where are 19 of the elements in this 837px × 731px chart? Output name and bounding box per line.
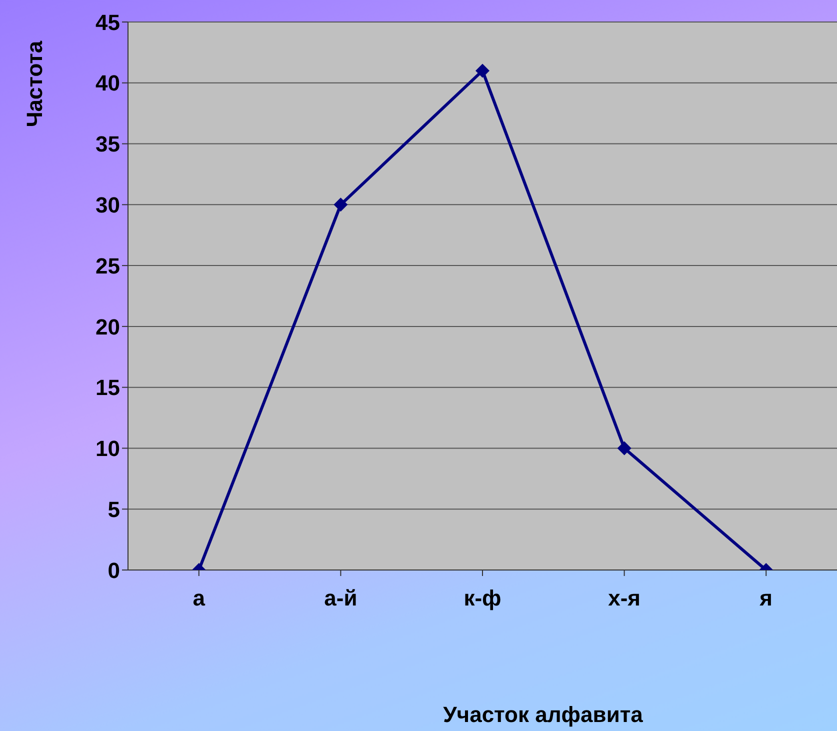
x-tick-label: а (192, 586, 206, 611)
y-tick-label: 45 (96, 10, 120, 35)
x-tick-label: х-я (608, 586, 641, 611)
y-tick-label: 35 (96, 132, 120, 157)
x-tick-label: я (758, 586, 773, 611)
y-tick-label: 40 (96, 70, 120, 96)
y-tick-label: 5 (108, 496, 120, 522)
point (334, 198, 348, 212)
point (476, 64, 490, 78)
x-tick-label: к-ф (464, 586, 502, 611)
y-axis-title: Частота (22, 40, 47, 128)
y-tick-label: 30 (96, 192, 120, 218)
y-tick-label: 0 (108, 558, 120, 583)
x-axis-title: Участок алфавита (443, 702, 644, 727)
y-tick-label: 15 (96, 375, 120, 400)
y-tick-label: 20 (96, 314, 120, 340)
y-tick-label: 10 (96, 436, 120, 462)
x-tick-label: а-й (324, 586, 358, 611)
y-tick-label: 25 (96, 253, 120, 278)
